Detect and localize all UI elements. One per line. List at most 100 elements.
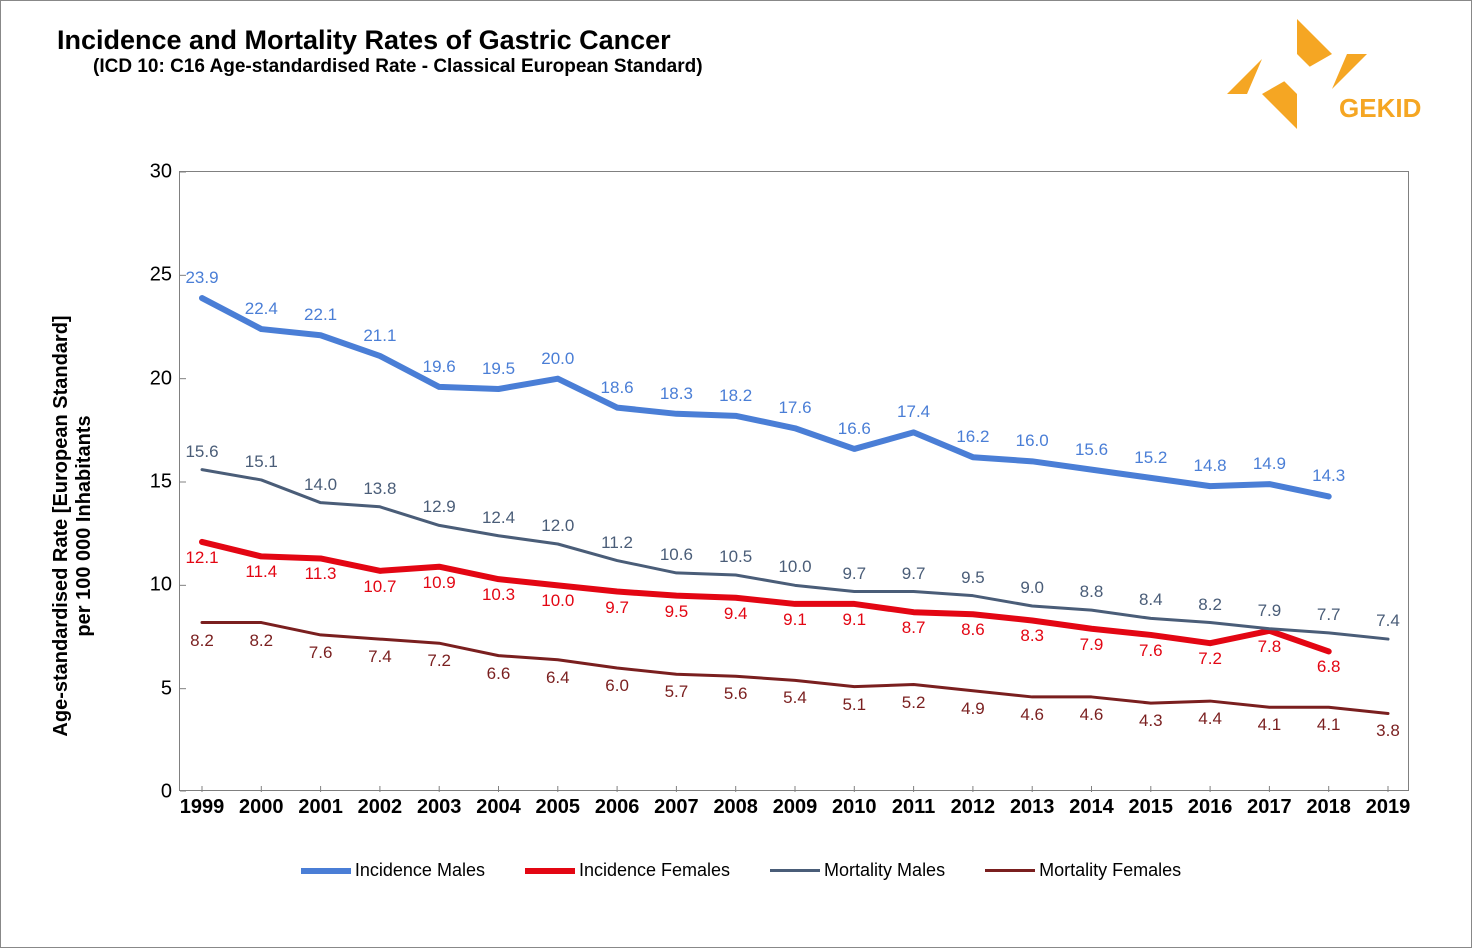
data-label: 8.2 <box>249 631 273 651</box>
legend-label: Incidence Males <box>355 860 485 881</box>
x-tick-label: 2015 <box>1129 796 1174 819</box>
data-label: 4.6 <box>1020 705 1044 725</box>
data-label: 19.6 <box>423 357 456 377</box>
data-label: 10.3 <box>482 585 515 605</box>
gekid-logo: GEKID <box>1227 19 1427 129</box>
data-label: 23.9 <box>185 268 218 288</box>
x-tick-label: 2014 <box>1069 796 1114 819</box>
data-label: 4.3 <box>1139 711 1163 731</box>
data-label: 19.5 <box>482 359 515 379</box>
data-label: 22.1 <box>304 305 337 325</box>
data-label: 9.7 <box>842 564 866 584</box>
data-label: 10.6 <box>660 545 693 565</box>
data-label: 5.7 <box>665 682 689 702</box>
data-label: 13.8 <box>363 479 396 499</box>
x-tick-label: 2004 <box>476 796 521 819</box>
data-label: 14.8 <box>1194 456 1227 476</box>
legend-swatch <box>985 869 1035 872</box>
data-label: 6.0 <box>605 676 629 696</box>
data-label: 15.6 <box>185 442 218 462</box>
x-tick-label: 2018 <box>1306 796 1351 819</box>
data-label: 8.2 <box>190 631 214 651</box>
data-label: 15.2 <box>1134 448 1167 468</box>
data-label: 8.4 <box>1139 590 1163 610</box>
x-tick-label: 1999 <box>180 796 225 819</box>
data-label: 14.0 <box>304 475 337 495</box>
data-label: 4.6 <box>1080 705 1104 725</box>
x-tick-label: 2005 <box>536 796 581 819</box>
data-label: 5.1 <box>842 695 866 715</box>
x-tick-label: 2000 <box>239 796 284 819</box>
svg-text:GEKID: GEKID <box>1339 93 1421 123</box>
data-label: 10.7 <box>363 577 396 597</box>
data-label: 10.0 <box>541 591 574 611</box>
chart-area: Age-standardised Rate [European Standard… <box>61 171 1421 881</box>
y-axis-title: Age-standardised Rate [European Standard… <box>50 315 96 736</box>
data-label: 16.6 <box>838 419 871 439</box>
legend: Incidence MalesIncidence FemalesMortalit… <box>61 860 1421 881</box>
data-label: 5.2 <box>902 693 926 713</box>
data-label: 6.4 <box>546 668 570 688</box>
x-tick-label: 2019 <box>1366 796 1411 819</box>
x-tick-label: 2012 <box>951 796 996 819</box>
data-label: 8.2 <box>1198 595 1222 615</box>
data-label: 10.9 <box>423 573 456 593</box>
y-tick-label: 5 <box>161 677 172 700</box>
legend-label: Mortality Females <box>1039 860 1181 881</box>
data-label: 7.9 <box>1080 635 1104 655</box>
legend-label: Mortality Males <box>824 860 945 881</box>
chart-title: Incidence and Mortality Rates of Gastric… <box>57 25 703 56</box>
data-label: 7.4 <box>1376 611 1400 631</box>
data-label: 9.4 <box>724 604 748 624</box>
data-label: 14.9 <box>1253 454 1286 474</box>
data-label: 20.0 <box>541 349 574 369</box>
x-tick-label: 2010 <box>832 796 877 819</box>
data-label: 8.3 <box>1020 626 1044 646</box>
data-label: 10.5 <box>719 547 752 567</box>
data-label: 7.2 <box>427 651 451 671</box>
x-tick-label: 2007 <box>654 796 699 819</box>
y-tick-label: 0 <box>161 781 172 804</box>
data-label: 18.2 <box>719 386 752 406</box>
data-label: 16.0 <box>1016 431 1049 451</box>
data-label: 9.0 <box>1020 578 1044 598</box>
data-label: 5.4 <box>783 688 807 708</box>
data-label: 5.6 <box>724 684 748 704</box>
x-tick-label: 2013 <box>1010 796 1055 819</box>
chart-subtitle: (ICD 10: C16 Age-standardised Rate - Cla… <box>57 56 703 78</box>
data-label: 11.2 <box>601 533 633 553</box>
data-label: 8.6 <box>961 620 985 640</box>
data-label: 12.4 <box>482 508 515 528</box>
data-label: 8.7 <box>902 618 926 638</box>
data-label: 9.5 <box>961 568 985 588</box>
data-label: 7.6 <box>1139 641 1163 661</box>
x-tick-label: 2016 <box>1188 796 1233 819</box>
data-label: 6.8 <box>1317 657 1341 677</box>
data-label: 7.9 <box>1258 601 1282 621</box>
data-label: 7.7 <box>1317 605 1341 625</box>
legend-swatch <box>301 868 351 874</box>
data-label: 4.1 <box>1317 715 1341 735</box>
data-label: 18.6 <box>601 378 634 398</box>
title-block: Incidence and Mortality Rates of Gastric… <box>57 25 703 78</box>
data-label: 4.4 <box>1198 709 1222 729</box>
legend-item: Mortality Males <box>770 860 945 881</box>
y-tick-label: 30 <box>150 161 172 184</box>
data-label: 14.3 <box>1312 466 1345 486</box>
data-label: 12.1 <box>185 548 218 568</box>
data-label: 9.7 <box>605 598 629 618</box>
y-tick-label: 20 <box>150 367 172 390</box>
data-label: 7.2 <box>1198 649 1222 669</box>
x-tick-label: 2009 <box>773 796 818 819</box>
plot-area: 0510152025301999200020012002200320042005… <box>179 171 1409 791</box>
y-tick-label: 10 <box>150 574 172 597</box>
data-label: 11.3 <box>305 564 337 584</box>
data-label: 22.4 <box>245 299 278 319</box>
data-label: 10.0 <box>778 557 811 577</box>
data-label: 15.6 <box>1075 440 1108 460</box>
x-tick-label: 2001 <box>298 796 343 819</box>
legend-swatch <box>525 868 575 874</box>
x-tick-label: 2006 <box>595 796 640 819</box>
x-tick-label: 2011 <box>892 796 935 819</box>
y-tick-label: 15 <box>150 471 172 494</box>
